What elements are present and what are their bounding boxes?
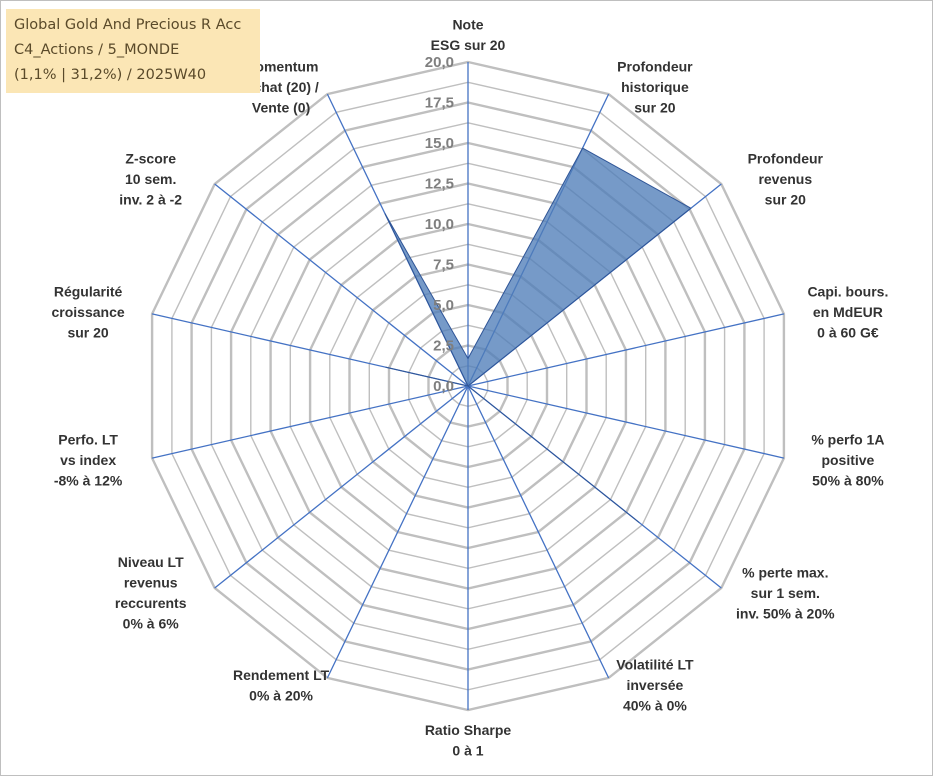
axis-label-line: 10 sem. [125, 171, 176, 187]
axis-spoke [467, 385, 785, 459]
axis-label: Profondeur revenus sur 20 [748, 151, 824, 208]
axis-label-line: Note [452, 17, 483, 33]
axis-spoke [214, 183, 469, 387]
series-area [384, 147, 692, 523]
axis-label-line: Profondeur [748, 151, 824, 167]
axis-label-line: 40% à 0% [623, 698, 687, 714]
axis-label: Profondeur historique sur 20 [617, 58, 693, 115]
axis-label-line: % perfo 1A [811, 431, 884, 447]
axis-label: Momentum Achat (20) / Vente (0) [243, 58, 319, 115]
axis-label: Ratio Sharpe 0 à 1 [425, 722, 512, 759]
axis-label-line: Perfo. LT [58, 431, 118, 447]
axis-label-line: Niveau LT [118, 554, 184, 570]
tick-label: 15,0 [425, 135, 454, 152]
axis-label-line: Capi. bours. [807, 284, 888, 300]
series-polygon [384, 147, 692, 523]
axis-label-line: ESG sur 20 [431, 37, 506, 53]
axis-label: % perte max. sur 1 sem. inv. 50% à 20% [736, 565, 835, 622]
axis-spoke [151, 385, 469, 459]
axis-label: Note ESG sur 20 [431, 17, 506, 54]
tick-label: 20,0 [425, 54, 454, 71]
axis-label-line: -8% à 12% [54, 472, 123, 488]
chart-category: C4_Actions / 5_MONDE [14, 42, 180, 58]
axis-label: Rendement LT 0% à 20% [233, 667, 330, 704]
axis-label-line: 0 à 60 G€ [817, 325, 879, 341]
axis-label-line: historique [621, 79, 689, 95]
axis-label-line: vs index [60, 452, 116, 468]
axis-label: Perfo. LT vs index -8% à 12% [54, 431, 123, 488]
axis-label-line: croissance [52, 304, 125, 320]
axis-label-line: Ratio Sharpe [425, 722, 512, 738]
axis-label-line: Z-score [125, 151, 176, 167]
axis-label: Z-score 10 sem. inv. 2 à -2 [119, 151, 182, 208]
tick-label: 17,5 [425, 95, 454, 112]
axis-label: Niveau LT revenus reccurents 0% à 6% [115, 554, 187, 632]
tick-label: 5,0 [433, 297, 454, 314]
axis-label-line: en MdEUR [813, 304, 883, 320]
axis-spoke [326, 385, 469, 679]
axis-label-line: sur 20 [634, 99, 675, 115]
axis-label-line: 0% à 20% [249, 687, 313, 703]
axis-label-line: inv. 50% à 20% [736, 606, 835, 622]
axis-label-line: sur 1 sem. [751, 585, 820, 601]
axis-label-line: Rendement LT [233, 667, 330, 683]
axis-label-line: 50% à 80% [812, 472, 884, 488]
axis-label: % perfo 1A positive 50% à 80% [811, 431, 884, 488]
axis-label: Capi. bours. en MdEUR 0 à 60 G€ [807, 284, 888, 341]
axis-label-line: reccurents [115, 595, 187, 611]
axis-label-line: Régularité [54, 284, 123, 300]
axis-label: Volatilité LT inversée 40% à 0% [616, 657, 694, 714]
axis-label-line: inv. 2 à -2 [119, 192, 182, 208]
axis-label-line: Volatilité LT [616, 657, 694, 673]
axis-label-line: Profondeur [617, 58, 693, 74]
axis-labels: Note ESG sur 20 Profondeur historique sur 20… [52, 17, 889, 759]
axis-spoke [214, 385, 469, 589]
axis-spoke [467, 385, 610, 679]
axis-label-line: sur 20 [765, 192, 806, 208]
tick-labels: 0,0 2,5 5,0 7,5 10,0 12,5 15,0 17,5 20,0 [425, 54, 454, 395]
chart-title-box: Global Gold And Precious R Acc C4_Action… [6, 9, 260, 93]
axis-label-line: positive [821, 452, 874, 468]
tick-label: 12,5 [425, 176, 454, 193]
tick-label: 2,5 [433, 338, 454, 355]
axis-label-line: sur 20 [67, 325, 108, 341]
chart-subtitle: (1,1% | 31,2%) / 2025W40 [14, 67, 207, 83]
axis-label-line: 0% à 6% [123, 616, 180, 632]
tick-label: 7,5 [433, 257, 454, 274]
tick-label: 10,0 [425, 216, 454, 233]
axis-label: Régularité croissance sur 20 [52, 284, 125, 341]
chart-title: Global Gold And Precious R Acc [14, 17, 242, 33]
axis-spoke [467, 313, 785, 387]
axis-label-line: revenus [758, 171, 812, 187]
axis-label-line: Achat (20) / [243, 79, 319, 95]
axis-label-line: revenus [124, 575, 178, 591]
axis-label-line: 0 à 1 [452, 743, 483, 759]
axis-label-line: Momentum [244, 58, 319, 74]
axis-label-line: Vente (0) [252, 99, 310, 115]
tick-label: 0,0 [433, 378, 454, 395]
axis-label-line: inversée [626, 677, 683, 693]
axis-label-line: % perte max. [742, 565, 828, 581]
